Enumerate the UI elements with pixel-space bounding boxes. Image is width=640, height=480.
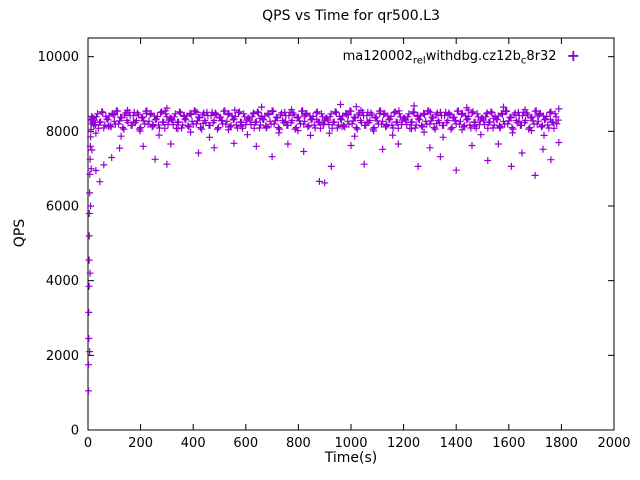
y-tick-label: 8000 xyxy=(46,125,79,140)
plus-marker-icon: + xyxy=(566,46,580,65)
axis-ticks xyxy=(87,38,615,431)
x-tick-label: 1000 xyxy=(334,436,367,451)
x-tick-label: 2000 xyxy=(597,436,630,451)
legend-text: 8r32 xyxy=(526,49,557,64)
legend-text: withdbg.cz12b xyxy=(425,49,521,64)
y-tick-label: 0 xyxy=(71,424,79,439)
legend-series-label: ma120002relwithdbg.cz12bc8r32 xyxy=(342,49,557,67)
x-tick-label: 1800 xyxy=(545,436,578,451)
legend-text: ma120002 xyxy=(342,49,413,64)
x-tick-label: 400 xyxy=(181,436,206,451)
y-tick-label: 6000 xyxy=(46,200,79,215)
legend: ma120002relwithdbg.cz12bc8r32 + xyxy=(88,46,580,67)
chart-title: QPS vs Time for qr500.L3 xyxy=(262,8,440,24)
x-axis-label: Time(s) xyxy=(324,450,378,466)
x-tick-label: 1600 xyxy=(492,436,525,451)
legend-subscript: rel xyxy=(412,55,426,67)
x-tick-label: 600 xyxy=(233,436,258,451)
plot-border xyxy=(87,37,615,431)
x-tick-label: 200 xyxy=(128,436,153,451)
y-axis-label: QPS xyxy=(12,218,28,248)
axis-tick-labels: 0 200 400 600 800 1000 1200 1400 1600 1800 2000 0 20… xyxy=(38,50,631,451)
x-tick-label: 1200 xyxy=(387,436,420,451)
y-tick-label: 10000 xyxy=(38,50,79,65)
x-tick-label: 1400 xyxy=(440,436,473,451)
x-tick-label: 800 xyxy=(286,436,311,451)
x-tick-label: 0 xyxy=(84,436,92,451)
y-tick-label: 2000 xyxy=(46,349,79,364)
legend-subscript: c xyxy=(520,55,527,67)
y-tick-label: 4000 xyxy=(46,274,79,289)
series-markers xyxy=(85,101,563,395)
